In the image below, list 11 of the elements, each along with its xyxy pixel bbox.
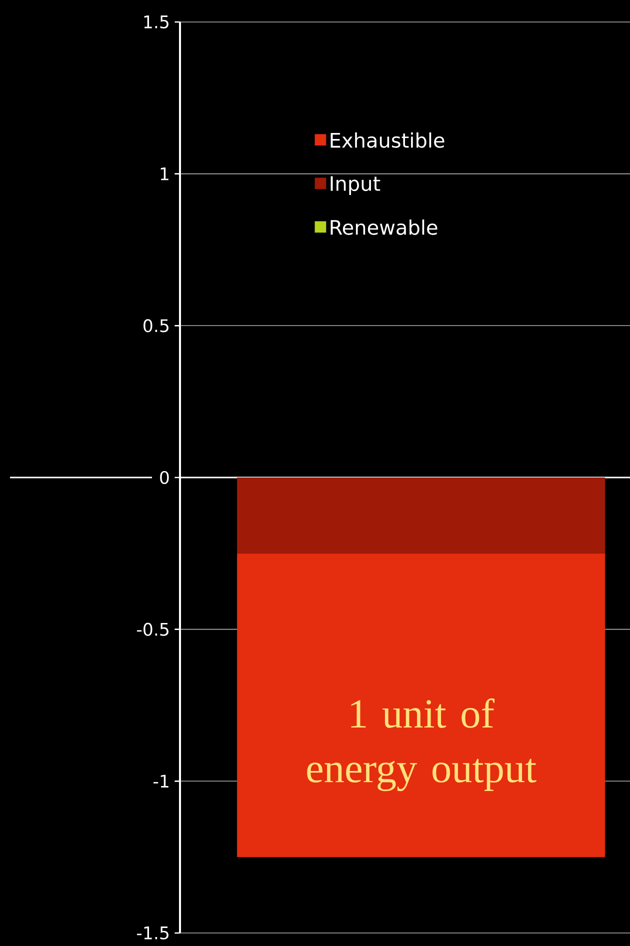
legend-label: Renewable xyxy=(330,219,438,235)
y-tick-label: -1.5 xyxy=(136,926,168,940)
y-tick-label: -0.5 xyxy=(136,622,168,636)
y-tick-label: -1 xyxy=(154,774,168,788)
y-tick-label: 0 xyxy=(160,470,169,484)
legend-label: Exhaustible xyxy=(330,132,444,148)
y-tick-label: 1.5 xyxy=(144,16,168,28)
y-tick-label: 1 xyxy=(160,168,168,180)
annotation: 1 unit of energy output xyxy=(307,698,536,792)
legend-label: Input xyxy=(330,176,380,195)
y-tick-label: 0.5 xyxy=(144,319,168,332)
